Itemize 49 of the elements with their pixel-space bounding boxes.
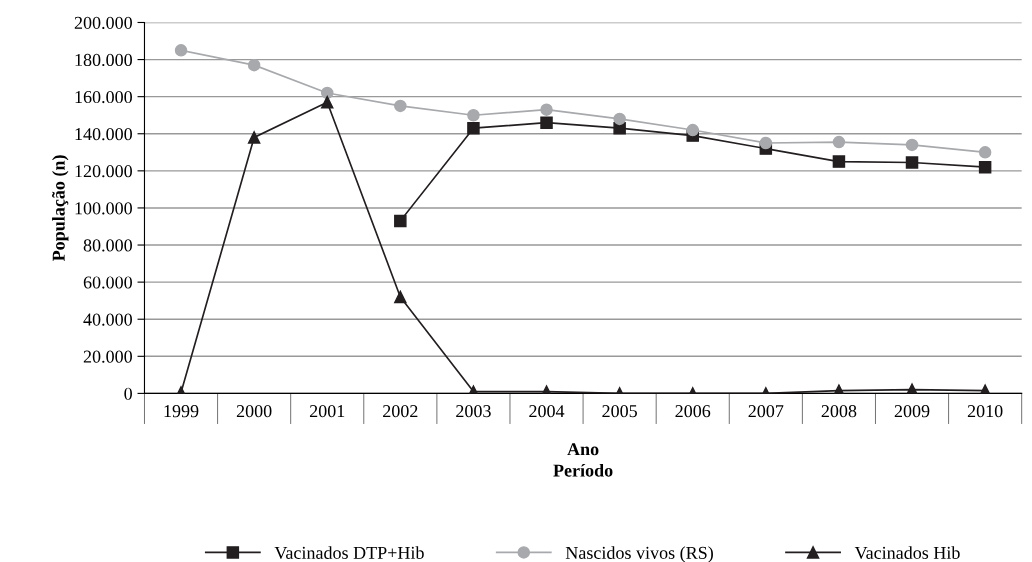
legend-label: Nascidos vivos (RS)	[565, 546, 713, 562]
point	[613, 112, 626, 126]
legend-label: Vacinados DTP+Hib	[274, 546, 424, 560]
point	[832, 155, 846, 168]
point	[686, 123, 699, 137]
x-tick-label: 2002	[383, 405, 418, 418]
x-tick-label: 2008	[821, 405, 857, 418]
y-tick-label: 80.000	[83, 239, 132, 252]
point	[905, 156, 919, 169]
point	[978, 160, 992, 174]
point	[247, 131, 261, 144]
y-tick-label: 0	[124, 387, 132, 400]
x-tick-label: 2009	[894, 405, 930, 418]
x-tick-label: 2004	[529, 405, 565, 418]
point	[394, 214, 407, 228]
point	[320, 95, 334, 109]
y-tick-label: 40.000	[83, 313, 132, 326]
x-tick-label: 2007	[748, 405, 784, 418]
point	[540, 116, 553, 129]
y-tick-label: 20.000	[83, 350, 132, 363]
x-tick-label: 2003	[456, 405, 491, 418]
point	[905, 138, 919, 152]
point	[540, 103, 553, 116]
point	[467, 108, 480, 122]
x-tick-label: 2006	[675, 405, 711, 418]
y-axis-title: População (n)	[52, 155, 69, 262]
y-tick-label: 100.000	[75, 202, 132, 215]
point	[978, 146, 992, 159]
x-tick-label: 2001	[309, 405, 345, 418]
point	[320, 86, 334, 100]
y-tick-label: 180.000	[75, 53, 132, 67]
x-tick-label: 2005	[602, 405, 637, 418]
legend-label: Vacinados Hib	[854, 546, 960, 560]
x-axis-title: Ano Período	[553, 443, 613, 477]
point	[394, 99, 407, 113]
x-tick-label: 1999	[164, 405, 199, 418]
point	[394, 290, 407, 304]
y-tick-label: 160.000	[75, 90, 132, 104]
y-tick-label: 200.000	[74, 16, 132, 29]
y-tick-label: 60.000	[83, 276, 132, 289]
point	[759, 136, 773, 150]
y-tick-label: 140.000	[75, 128, 132, 141]
y-tick-label: 120.000	[75, 165, 132, 178]
point	[247, 58, 261, 72]
x-tick-label: 2010	[967, 405, 1003, 418]
x-tick-label: 2000	[236, 405, 272, 418]
point	[467, 121, 480, 135]
point	[174, 44, 188, 57]
point	[832, 135, 846, 149]
